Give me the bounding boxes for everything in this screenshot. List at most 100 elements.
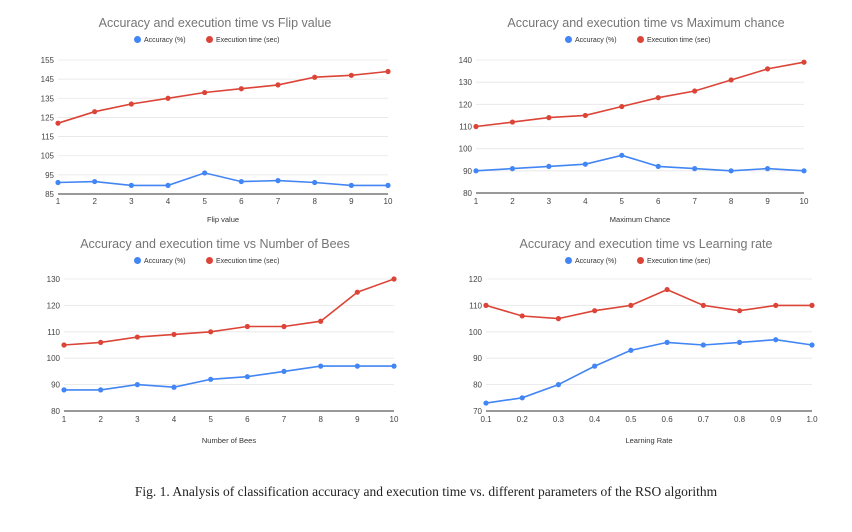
data-point-execution-time <box>171 331 177 338</box>
x-tick-label: 10 <box>384 197 393 206</box>
data-point-execution-time <box>281 323 287 330</box>
x-tick-label: 1 <box>56 197 61 206</box>
y-tick-label: 90 <box>51 381 60 390</box>
x-tick-label: 5 <box>620 197 625 206</box>
data-point-accuracy <box>483 400 489 406</box>
y-tick-label: 90 <box>473 354 482 363</box>
y-tick-label: 155 <box>41 56 55 65</box>
data-point-execution-time <box>244 323 250 330</box>
x-tick-label: 9 <box>355 415 360 424</box>
x-tick-label: 0.8 <box>734 415 746 424</box>
legend-label-execution-time: Execution time (sec) <box>647 37 710 44</box>
legend-marker-accuracy <box>134 257 141 264</box>
data-point-accuracy <box>318 363 324 369</box>
series-line-accuracy <box>485 338 813 404</box>
data-point-execution-time <box>555 316 562 322</box>
legend-label-execution-time: Execution time (sec) <box>216 258 279 265</box>
chart-flip-value: Accuracy and execution time vs Flip valu… <box>41 16 393 224</box>
y-tick-label: 140 <box>459 56 473 65</box>
y-tick-label: 95 <box>45 171 54 180</box>
data-point-accuracy <box>700 342 706 348</box>
data-point-execution-time <box>519 313 525 319</box>
data-point-accuracy <box>98 387 104 393</box>
x-axis-label: Number of Bees <box>202 436 256 445</box>
legend-marker-accuracy <box>565 36 572 43</box>
x-tick-label: 7 <box>692 197 697 206</box>
data-point-execution-time <box>509 119 516 125</box>
data-point-execution-time <box>128 101 134 107</box>
data-point-execution-time <box>202 89 208 96</box>
y-tick-label: 100 <box>459 145 473 154</box>
x-tick-label: 2 <box>92 197 97 206</box>
data-point-accuracy <box>92 178 98 185</box>
y-tick-label: 120 <box>459 100 473 109</box>
data-point-accuracy <box>764 166 771 172</box>
y-tick-label: 80 <box>51 407 60 416</box>
x-tick-label: 4 <box>583 197 588 206</box>
x-tick-label: 0.2 <box>517 415 529 424</box>
data-point-execution-time <box>318 318 324 324</box>
chart-title: Accuracy and execution time vs Flip valu… <box>99 16 332 30</box>
data-point-execution-time <box>134 334 140 340</box>
data-point-accuracy <box>509 166 516 172</box>
x-tick-label: 6 <box>656 197 661 206</box>
data-point-execution-time <box>592 308 598 314</box>
y-tick-label: 110 <box>469 301 482 310</box>
y-tick-label: 85 <box>45 190 54 199</box>
x-tick-label: 4 <box>172 415 177 424</box>
series-line-accuracy <box>64 365 394 391</box>
x-axis-label: Flip value <box>207 215 239 224</box>
series-line-accuracy <box>57 172 388 187</box>
x-tick-label: 2 <box>98 415 103 424</box>
x-tick-label: 0.6 <box>662 415 674 424</box>
data-point-accuracy <box>202 170 208 176</box>
series-line-execution-time <box>475 61 805 128</box>
data-point-execution-time <box>809 302 815 308</box>
x-tick-label: 8 <box>318 415 323 424</box>
data-point-execution-time <box>728 77 734 83</box>
data-point-accuracy <box>385 182 391 188</box>
data-point-execution-time <box>764 66 771 72</box>
data-point-accuracy <box>773 337 779 343</box>
x-tick-label: 0.7 <box>698 415 710 424</box>
x-tick-label: 0.4 <box>589 415 601 424</box>
x-tick-label: 6 <box>245 415 250 424</box>
x-tick-label: 10 <box>800 197 809 206</box>
legend-marker-accuracy <box>134 36 141 43</box>
legend-label-accuracy: Accuracy (%) <box>144 37 186 44</box>
data-point-accuracy <box>592 363 598 369</box>
data-point-accuracy <box>134 382 140 388</box>
x-tick-label: 0.3 <box>553 415 565 424</box>
y-tick-label: 120 <box>469 275 483 284</box>
data-point-accuracy <box>281 368 287 374</box>
chart-maximum-chance: Accuracy and execution time vs Maximum c… <box>459 16 809 224</box>
series-line-execution-time <box>63 278 395 346</box>
data-point-execution-time <box>354 289 360 295</box>
x-tick-label: 1.0 <box>806 415 818 424</box>
y-tick-label: 135 <box>41 94 55 103</box>
data-point-execution-time <box>700 302 706 308</box>
data-point-accuracy <box>664 339 670 345</box>
data-point-accuracy <box>728 168 734 174</box>
x-tick-label: 7 <box>276 197 281 206</box>
data-point-accuracy <box>275 178 281 184</box>
y-tick-label: 90 <box>463 167 472 176</box>
data-point-execution-time <box>312 74 318 80</box>
chart-title: Accuracy and execution time vs Number of… <box>80 237 350 251</box>
data-point-execution-time <box>98 339 104 345</box>
data-point-accuracy <box>208 376 214 382</box>
data-point-accuracy <box>692 166 698 172</box>
data-point-accuracy <box>354 363 360 369</box>
data-point-accuracy <box>655 163 661 169</box>
x-axis-label: Maximum Chance <box>610 215 670 224</box>
y-tick-label: 110 <box>47 328 60 337</box>
data-point-accuracy <box>809 342 815 348</box>
legend-marker-accuracy <box>565 257 572 264</box>
x-tick-label: 0.9 <box>770 415 782 424</box>
x-tick-label: 1 <box>474 197 479 206</box>
data-point-execution-time <box>736 308 743 314</box>
x-axis-label: Learning Rate <box>625 436 672 445</box>
chart-title: Accuracy and execution time vs Maximum c… <box>507 16 784 30</box>
data-point-accuracy <box>736 339 743 345</box>
data-point-execution-time <box>773 302 779 308</box>
